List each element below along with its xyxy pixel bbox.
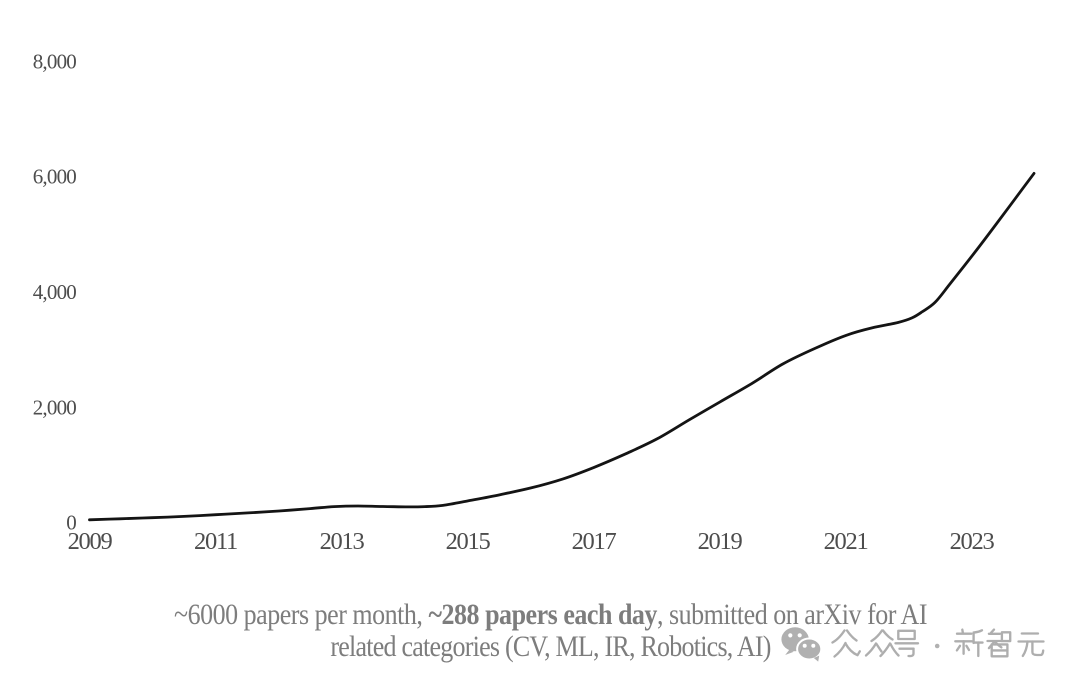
svg-text:2013: 2013 bbox=[320, 528, 365, 555]
svg-text:4,000: 4,000 bbox=[33, 280, 77, 304]
svg-text:2,000: 2,000 bbox=[33, 395, 77, 419]
svg-text:2011: 2011 bbox=[194, 528, 237, 555]
svg-text:related categories (CV, ML, IR: related categories (CV, ML, IR, Robotics… bbox=[330, 631, 771, 664]
svg-text:2021: 2021 bbox=[824, 528, 868, 555]
svg-text:2015: 2015 bbox=[446, 528, 491, 555]
svg-text:2009: 2009 bbox=[68, 528, 113, 555]
svg-text:2023: 2023 bbox=[950, 528, 995, 555]
svg-text:8,000: 8,000 bbox=[33, 49, 77, 73]
svg-text:0: 0 bbox=[66, 511, 76, 535]
svg-text:6,000: 6,000 bbox=[33, 165, 77, 189]
svg-text:~6000 papers per month, ~288 p: ~6000 papers per month, ~288 papers each… bbox=[174, 599, 927, 632]
svg-text:2019: 2019 bbox=[698, 528, 743, 555]
svg-text:2017: 2017 bbox=[572, 528, 617, 555]
